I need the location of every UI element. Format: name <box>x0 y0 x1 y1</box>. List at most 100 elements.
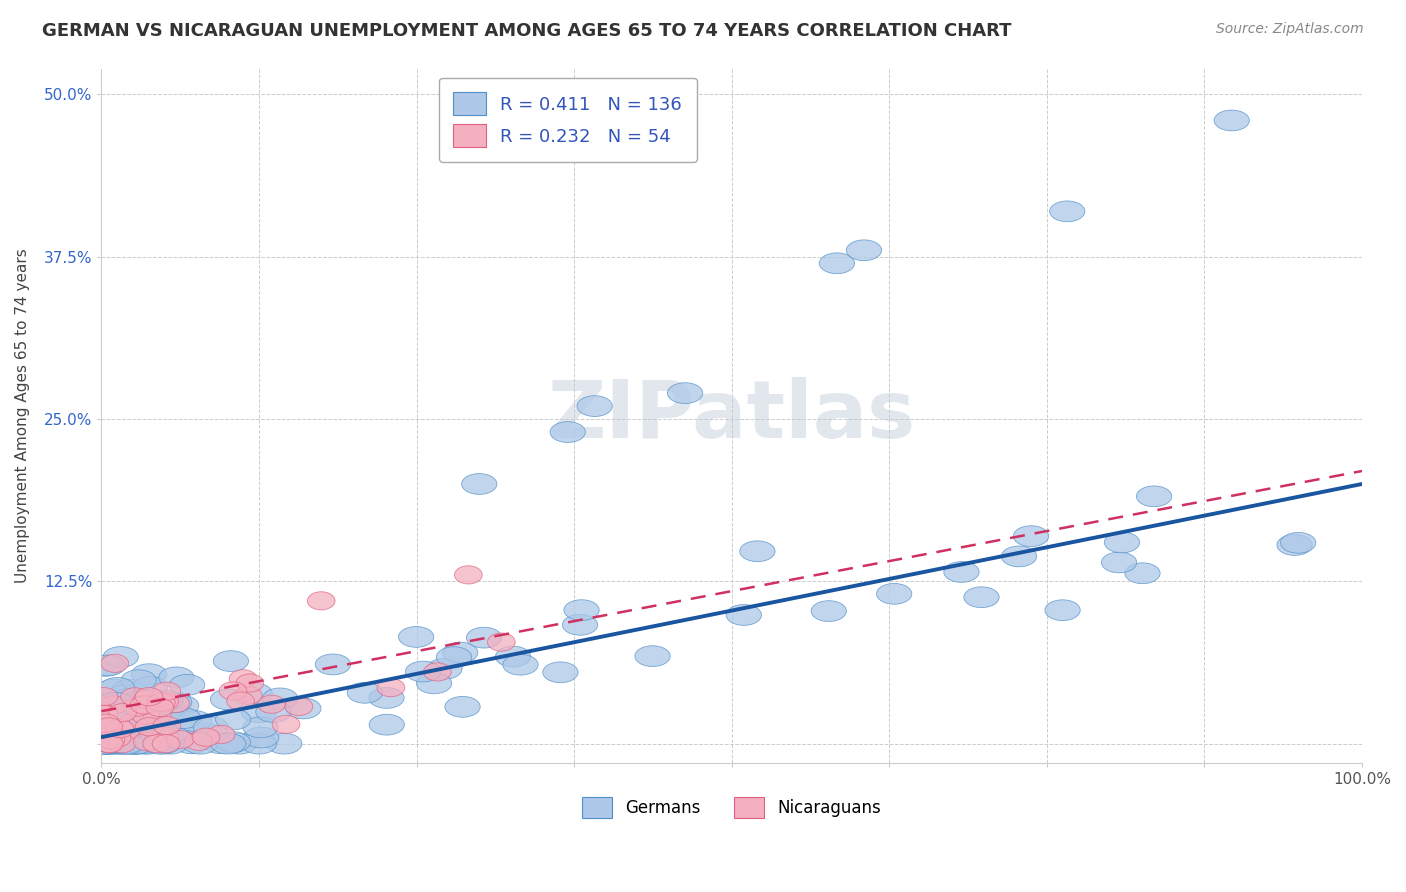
Y-axis label: Unemployment Among Ages 65 to 74 years: Unemployment Among Ages 65 to 74 years <box>15 249 30 583</box>
Ellipse shape <box>166 731 194 748</box>
Ellipse shape <box>876 583 912 604</box>
Ellipse shape <box>100 677 135 698</box>
Ellipse shape <box>152 735 180 753</box>
Ellipse shape <box>107 706 142 728</box>
Ellipse shape <box>117 733 152 754</box>
Ellipse shape <box>105 723 141 743</box>
Ellipse shape <box>159 667 194 688</box>
Ellipse shape <box>1125 563 1160 583</box>
Ellipse shape <box>1001 546 1036 566</box>
Ellipse shape <box>90 688 118 706</box>
Ellipse shape <box>110 733 145 754</box>
Ellipse shape <box>153 733 188 754</box>
Ellipse shape <box>108 704 136 722</box>
Ellipse shape <box>107 685 142 706</box>
Ellipse shape <box>1213 110 1250 131</box>
Ellipse shape <box>238 683 273 704</box>
Ellipse shape <box>112 680 148 700</box>
Ellipse shape <box>214 650 249 672</box>
Ellipse shape <box>436 647 471 667</box>
Ellipse shape <box>315 654 350 675</box>
Ellipse shape <box>117 733 152 754</box>
Ellipse shape <box>104 729 139 750</box>
Ellipse shape <box>235 686 262 705</box>
Ellipse shape <box>87 733 122 754</box>
Ellipse shape <box>202 733 238 754</box>
Ellipse shape <box>93 733 129 754</box>
Ellipse shape <box>132 696 160 714</box>
Ellipse shape <box>100 698 135 719</box>
Ellipse shape <box>550 422 585 442</box>
Ellipse shape <box>495 646 530 667</box>
Ellipse shape <box>1101 552 1136 573</box>
Ellipse shape <box>143 721 179 741</box>
Ellipse shape <box>1136 486 1171 507</box>
Ellipse shape <box>112 701 148 722</box>
Ellipse shape <box>166 707 201 729</box>
Ellipse shape <box>87 723 122 744</box>
Ellipse shape <box>139 696 167 714</box>
Ellipse shape <box>87 733 122 754</box>
Ellipse shape <box>93 708 128 730</box>
Ellipse shape <box>1277 534 1312 556</box>
Ellipse shape <box>229 670 257 688</box>
Ellipse shape <box>243 717 278 738</box>
Ellipse shape <box>121 688 149 706</box>
Ellipse shape <box>87 733 122 754</box>
Ellipse shape <box>91 733 127 754</box>
Ellipse shape <box>820 253 855 274</box>
Ellipse shape <box>636 646 671 666</box>
Ellipse shape <box>87 656 122 676</box>
Ellipse shape <box>143 735 170 753</box>
Ellipse shape <box>132 731 167 752</box>
Ellipse shape <box>370 714 405 735</box>
Ellipse shape <box>96 718 122 736</box>
Ellipse shape <box>811 600 846 622</box>
Ellipse shape <box>444 697 481 717</box>
Ellipse shape <box>129 709 165 731</box>
Ellipse shape <box>149 725 184 746</box>
Ellipse shape <box>174 733 209 754</box>
Ellipse shape <box>90 655 125 676</box>
Ellipse shape <box>368 688 404 708</box>
Ellipse shape <box>503 655 538 675</box>
Ellipse shape <box>211 733 246 754</box>
Ellipse shape <box>96 735 124 753</box>
Ellipse shape <box>256 701 291 723</box>
Legend: Germans, Nicaraguans: Germans, Nicaraguans <box>575 790 889 824</box>
Ellipse shape <box>90 705 118 723</box>
Ellipse shape <box>467 627 502 648</box>
Ellipse shape <box>122 722 157 742</box>
Ellipse shape <box>132 676 167 698</box>
Ellipse shape <box>156 692 191 713</box>
Ellipse shape <box>118 733 155 754</box>
Ellipse shape <box>211 689 246 710</box>
Ellipse shape <box>263 688 298 709</box>
Ellipse shape <box>98 692 134 713</box>
Ellipse shape <box>243 727 278 747</box>
Ellipse shape <box>427 658 463 679</box>
Ellipse shape <box>107 733 142 754</box>
Ellipse shape <box>112 733 148 754</box>
Ellipse shape <box>91 723 127 745</box>
Ellipse shape <box>150 692 179 711</box>
Ellipse shape <box>193 728 219 747</box>
Ellipse shape <box>111 689 146 709</box>
Ellipse shape <box>90 706 118 723</box>
Ellipse shape <box>162 694 190 713</box>
Ellipse shape <box>163 695 198 716</box>
Text: Source: ZipAtlas.com: Source: ZipAtlas.com <box>1216 22 1364 37</box>
Ellipse shape <box>131 733 166 754</box>
Ellipse shape <box>108 735 136 753</box>
Ellipse shape <box>134 690 162 708</box>
Ellipse shape <box>97 708 132 729</box>
Ellipse shape <box>725 605 762 625</box>
Ellipse shape <box>91 731 127 752</box>
Ellipse shape <box>236 673 264 692</box>
Ellipse shape <box>576 396 612 417</box>
Ellipse shape <box>131 664 167 684</box>
Ellipse shape <box>118 733 153 754</box>
Ellipse shape <box>1014 525 1049 547</box>
Ellipse shape <box>136 695 172 715</box>
Ellipse shape <box>965 587 1000 607</box>
